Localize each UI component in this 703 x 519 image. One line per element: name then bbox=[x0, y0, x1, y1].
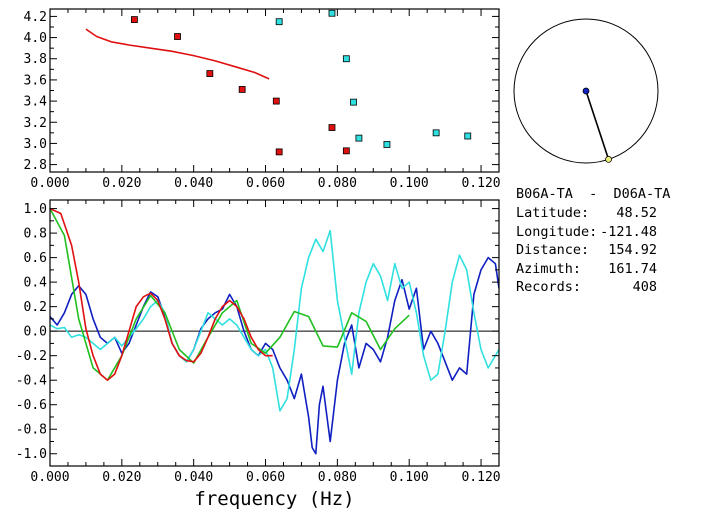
bottom-y-tick-label: 0.0 bbox=[24, 325, 47, 340]
bottom-x-tick-label: 0.040 bbox=[174, 470, 213, 485]
bottom-y-tick-label: -1.0 bbox=[16, 447, 47, 462]
top-series-0-point bbox=[174, 33, 181, 40]
top-series-0-point bbox=[238, 86, 246, 93]
origin-station-marker bbox=[582, 87, 590, 95]
top-series-2-line bbox=[85, 28, 270, 80]
bottom-x-axis-title: frequency (Hz) bbox=[194, 488, 354, 510]
bottom-series-2-line bbox=[50, 208, 410, 382]
info-row-longitude: Longitude: -121.48 bbox=[516, 223, 701, 242]
top-series-1-point bbox=[275, 18, 283, 26]
info-row-azimuth: Azimuth: 161.74 bbox=[516, 260, 701, 279]
bottom-y-tick-label: 0.4 bbox=[24, 276, 48, 291]
station-pair-title: B06A-TA - D06A-TA bbox=[516, 186, 671, 202]
bottom-series-3-line bbox=[50, 207, 273, 382]
dispersion-plot: 0.000 0.020 0.040 0.060 0.080 0.100 0.120 2.8 3.… bbox=[24, 8, 501, 191]
top-y-tick-label: 3.6 bbox=[24, 73, 47, 88]
top-series-0-point bbox=[328, 124, 336, 131]
top-series-1-point bbox=[355, 134, 363, 142]
records-label: Records: bbox=[516, 279, 582, 295]
compass-circle bbox=[513, 18, 659, 164]
info-row-latitude: Latitude: 48.52 bbox=[516, 204, 701, 223]
top-x-tick-label: 0.120 bbox=[461, 176, 500, 191]
distance-value: 154.92 bbox=[608, 242, 657, 258]
azimuth-value: 161.74 bbox=[608, 260, 657, 277]
bottom-x-tick-label: 0.020 bbox=[102, 470, 141, 485]
bottom-y-tick-label: -0.6 bbox=[16, 398, 47, 413]
top-series-0-point bbox=[272, 97, 280, 105]
latitude-label: Latitude: bbox=[516, 205, 590, 221]
top-x-tick-label: 0.080 bbox=[318, 176, 357, 191]
bottom-y-tick-label: 1.0 bbox=[24, 202, 47, 217]
bottom-x-tick-label: 0.100 bbox=[390, 470, 429, 485]
target-station-marker bbox=[605, 155, 612, 163]
top-x-tick-label: 0.040 bbox=[174, 176, 213, 191]
bottom-x-tick-label: 0.000 bbox=[30, 470, 69, 485]
top-series-0-point bbox=[342, 147, 350, 155]
bottom-x-tick-label: 0.080 bbox=[318, 470, 357, 485]
bottom-y-tick-label: -0.8 bbox=[16, 423, 47, 438]
top-y-tick-label: 2.8 bbox=[24, 158, 47, 173]
bottom-y-tick-label: 0.2 bbox=[24, 300, 47, 315]
correlation-plot: 0.000 0.020 0.040 0.060 0.080 0.100 0.120 1.0 0.… bbox=[16, 199, 501, 510]
top-series-1-point bbox=[342, 55, 350, 63]
top-x-tick-label: 0.060 bbox=[246, 176, 285, 191]
bottom-y-tick-label: 0.6 bbox=[24, 251, 47, 266]
top-series-0-point bbox=[131, 16, 138, 23]
top-y-tick-label: 3.2 bbox=[24, 116, 47, 131]
top-series-0-point bbox=[275, 148, 283, 156]
top-y-tick-label: 4.2 bbox=[24, 10, 47, 25]
top-series-1-point bbox=[432, 129, 440, 137]
top-x-tick-label: 0.100 bbox=[390, 176, 429, 191]
bottom-x-tick-label: 0.120 bbox=[461, 470, 500, 485]
azimuth-label: Azimuth: bbox=[516, 260, 582, 277]
top-y-tick-label: 3.0 bbox=[24, 137, 47, 152]
bottom-frame bbox=[49, 199, 500, 467]
top-series-1-point bbox=[464, 132, 472, 140]
longitude-label: Longitude: bbox=[516, 223, 598, 240]
info-row-records: Records: 408 bbox=[516, 278, 701, 297]
top-y-tick-label: 4.0 bbox=[24, 31, 47, 46]
bottom-series-0-line bbox=[50, 256, 499, 455]
bottom-x-tick-label: 0.060 bbox=[246, 470, 285, 485]
bottom-y-tick-label: -0.2 bbox=[16, 349, 47, 364]
top-series-group bbox=[85, 9, 472, 156]
latitude-value: 48.52 bbox=[616, 205, 657, 221]
top-x-tick-label: 0.000 bbox=[30, 176, 69, 191]
top-series-1-point bbox=[328, 9, 336, 17]
azimuth-line bbox=[585, 90, 610, 160]
records-value: 408 bbox=[632, 279, 657, 295]
bottom-series-1-line bbox=[50, 229, 499, 412]
bottom-y-tick-label: 0.8 bbox=[24, 227, 47, 242]
info-row-distance: Distance: 154.92 bbox=[516, 241, 701, 260]
top-frame bbox=[49, 8, 500, 173]
azimuth-compass bbox=[513, 18, 659, 164]
top-series-0-point bbox=[206, 70, 214, 77]
top-y-tick-label: 3.4 bbox=[24, 95, 48, 110]
station-info-panel: B06A-TA - D06A-TA Latitude: 48.52 Longit… bbox=[516, 185, 701, 297]
longitude-value: -121.48 bbox=[600, 223, 657, 240]
top-series-1-point bbox=[350, 98, 357, 106]
bottom-y-tick-label: -0.4 bbox=[16, 374, 47, 389]
distance-label: Distance: bbox=[516, 242, 590, 258]
top-x-tick-label: 0.020 bbox=[102, 176, 141, 191]
top-series-1-point bbox=[383, 141, 391, 148]
bottom-series-group bbox=[50, 207, 499, 455]
top-y-tick-label: 3.8 bbox=[24, 52, 47, 67]
